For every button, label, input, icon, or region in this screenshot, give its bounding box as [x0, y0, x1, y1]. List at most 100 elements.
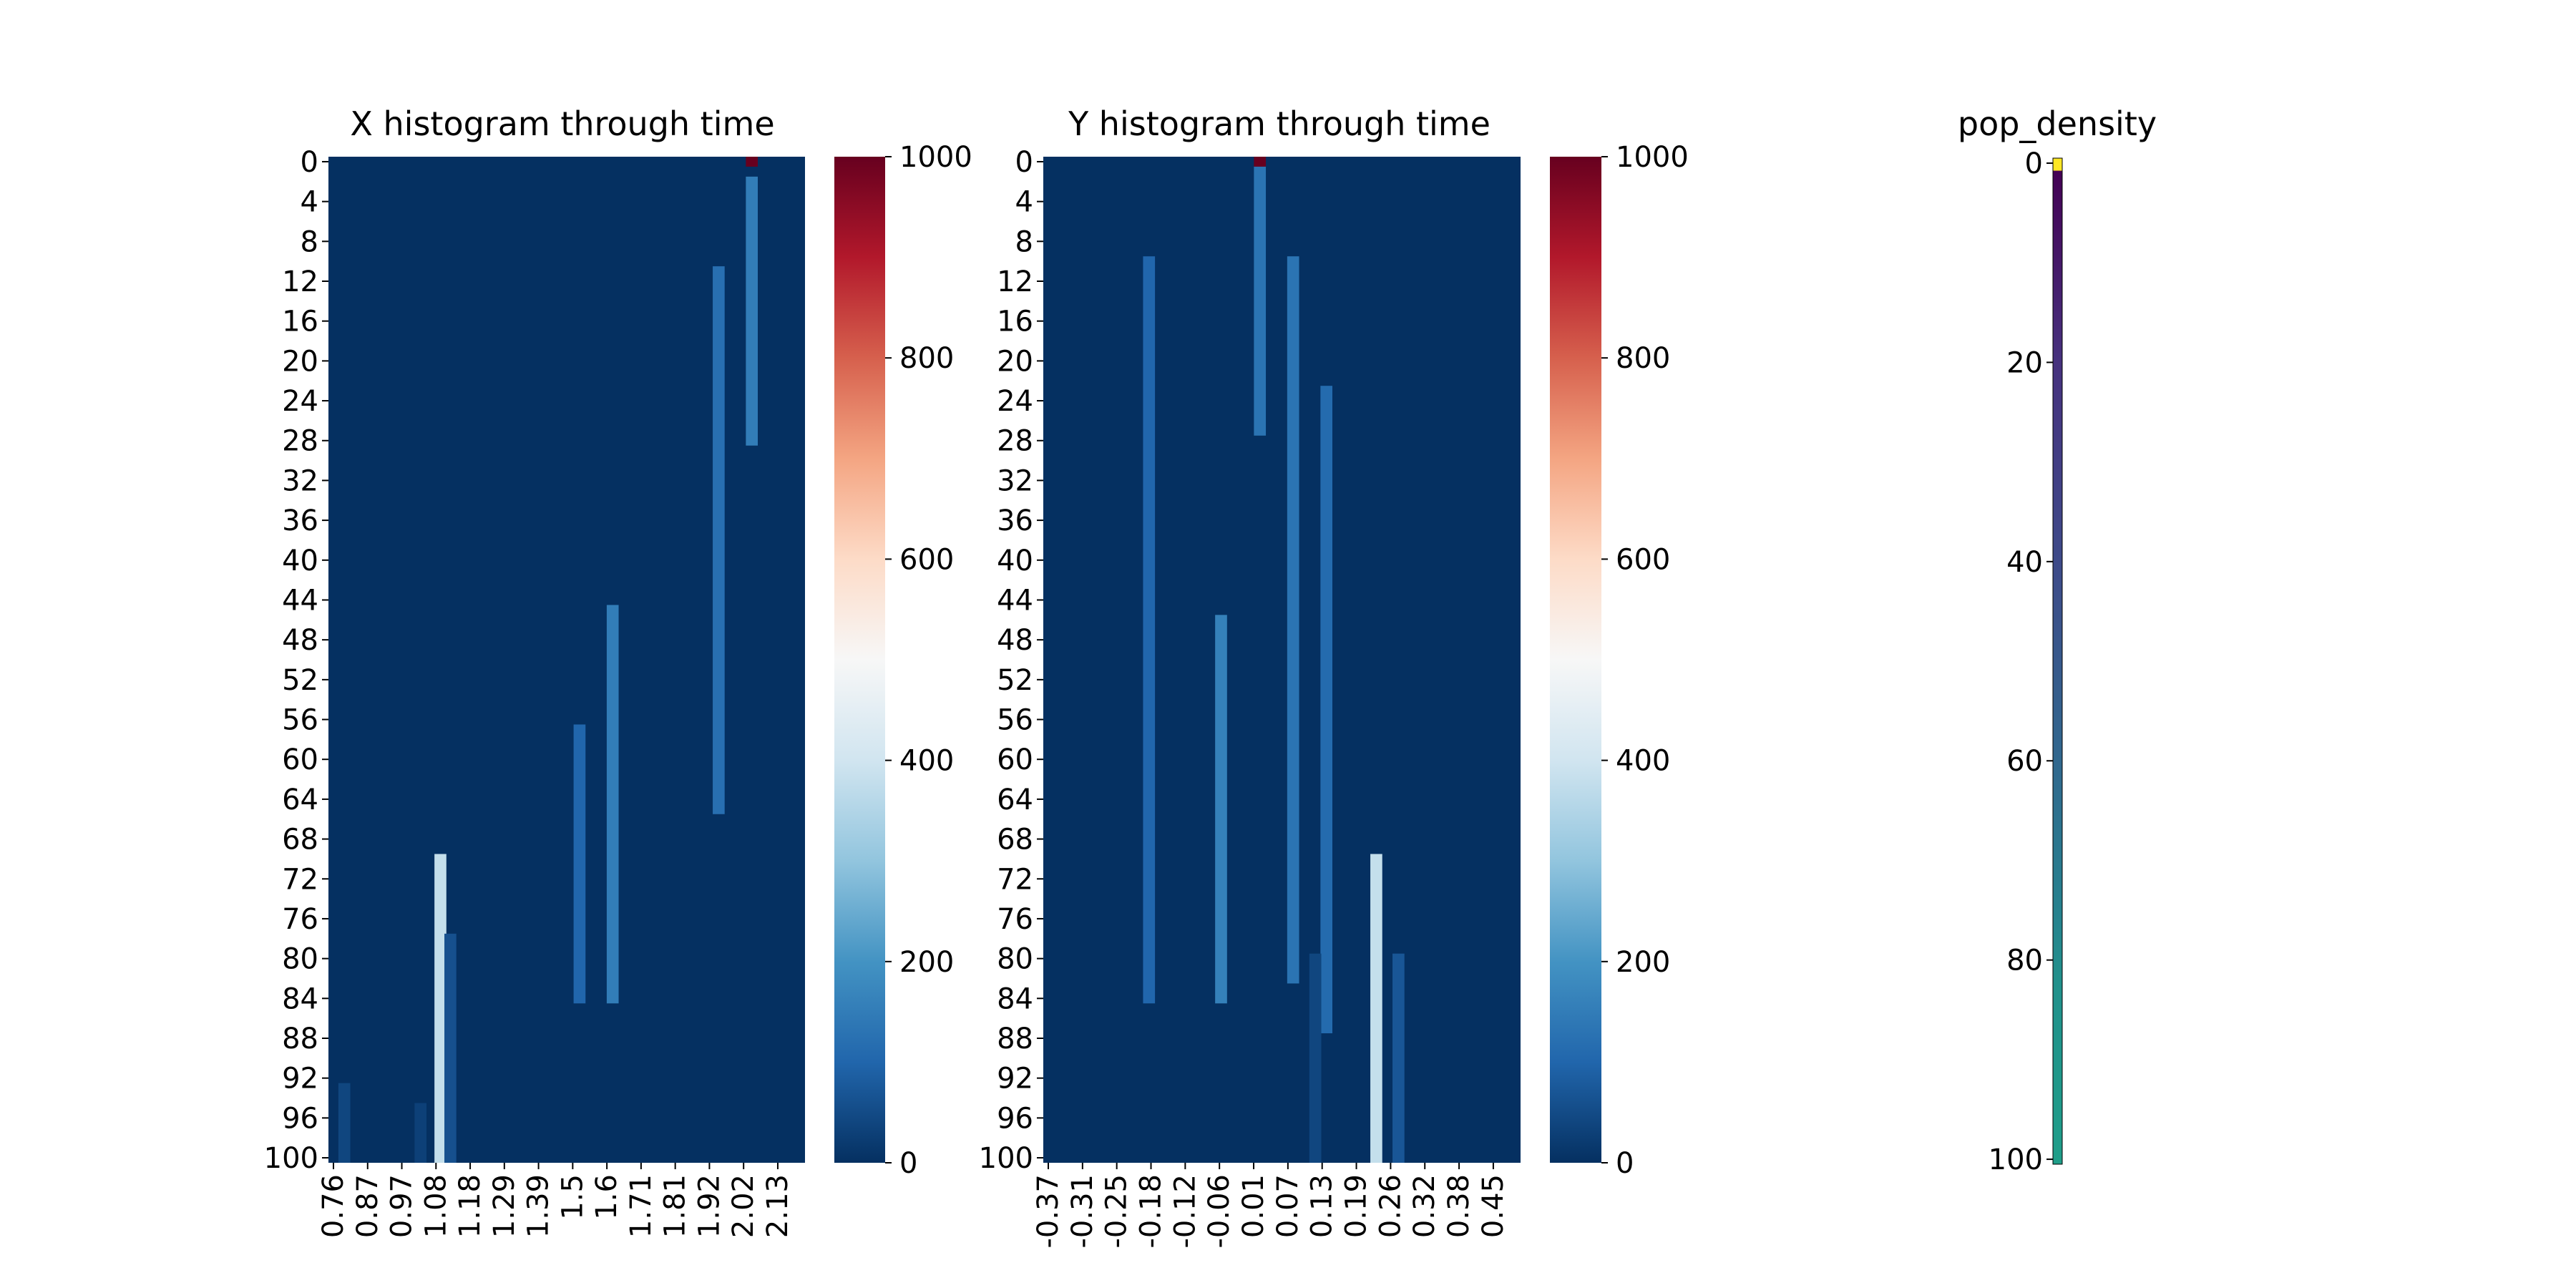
y-histogram-y-tick-label: 24: [997, 385, 1033, 418]
y-histogram-y-tick-label: 44: [997, 584, 1033, 617]
x-histogram-x-tick-label: 1.18: [454, 1174, 487, 1238]
y-histogram-colorbar-tick-label: 800: [1616, 342, 1670, 375]
x-histogram-x-tick-label: 1.81: [659, 1174, 692, 1238]
y-histogram-colorbar-tick-label: 200: [1616, 946, 1670, 979]
x-histogram-y-tick-label: 32: [282, 464, 318, 497]
y-histogram-x-tick-label: 0.26: [1374, 1174, 1407, 1238]
x-histogram-x-tick-label: 1.6: [590, 1174, 623, 1220]
x-histogram-band: [746, 157, 758, 167]
y-histogram-y-tick-label: 80: [997, 943, 1033, 976]
x-histogram-band: [338, 1083, 351, 1163]
x-histogram-colorbar-tick-label: 800: [899, 342, 954, 375]
y-histogram-background: [1043, 157, 1521, 1163]
y-histogram-x-tick-label: -0.12: [1169, 1174, 1201, 1249]
pop-density-title: pop_density: [1958, 104, 2157, 143]
x-histogram-y-tick-label: 24: [282, 385, 318, 418]
x-histogram-heatmap: [328, 157, 805, 1163]
x-histogram-colorbar-tick-label: 200: [899, 946, 954, 979]
y-histogram-x-tick-label: 0.13: [1306, 1174, 1339, 1238]
pop-density-y-tick-label: 20: [2006, 346, 2043, 379]
x-histogram-y-tick-label: 0: [301, 146, 318, 179]
x-histogram-title: X histogram through time: [350, 104, 774, 143]
y-histogram-y-tick-label: 56: [997, 704, 1033, 737]
y-histogram-y-tick-label: 92: [997, 1063, 1033, 1096]
y-histogram-colorbar-tick-label: 1000: [1616, 141, 1689, 174]
x-histogram-colorbar-ticks: 0 200 400 600 800 1000: [885, 141, 972, 1180]
x-histogram-y-tick-label: 20: [282, 345, 318, 378]
y-histogram-x-tick-label: 0.45: [1477, 1174, 1510, 1238]
y-histogram-band: [1370, 854, 1382, 1163]
x-histogram-y-tick-label: 44: [282, 584, 318, 617]
pop-density-y-ticks: 0 20 40 60 80 100: [1989, 147, 2053, 1176]
y-histogram-y-tick-label: 12: [997, 265, 1033, 298]
x-histogram-colorbar-tick-label: 1000: [899, 141, 972, 174]
x-histogram-band: [573, 724, 586, 1004]
y-histogram-x-tick-label: -0.18: [1135, 1174, 1168, 1249]
pop-density-strip: [2052, 157, 2063, 1165]
y-histogram-band: [1320, 386, 1333, 1034]
x-histogram-y-ticks: 0481216202428323640444852566064687276808…: [264, 146, 328, 1175]
x-histogram-y-tick-label: 80: [282, 943, 318, 976]
x-histogram-y-tick-label: 68: [282, 824, 318, 857]
x-histogram-x-tick-label: 0.76: [317, 1174, 350, 1238]
x-histogram-y-tick-label: 96: [282, 1102, 318, 1135]
x-histogram-y-tick-label: 48: [282, 624, 318, 657]
x-histogram-x-tick-label: 0.87: [351, 1174, 384, 1238]
y-histogram-panel: Y histogram through time 048121620242832…: [979, 104, 1689, 1249]
pop-density-y-tick-label: 0: [2025, 147, 2043, 180]
y-histogram-band: [1143, 256, 1156, 1004]
y-histogram-band: [1254, 157, 1267, 167]
x-histogram-y-tick-label: 100: [264, 1142, 318, 1175]
y-histogram-x-tick-label: 0.07: [1272, 1174, 1304, 1238]
x-histogram-band: [746, 176, 758, 446]
y-histogram-x-ticks: -0.37 -0.31 -0.25 -0.18 -0.12 -0.06 0.01 0.07 0.…: [1032, 1163, 1510, 1249]
y-histogram-y-tick-label: 64: [997, 784, 1033, 816]
y-histogram-y-tick-label: 84: [997, 982, 1033, 1015]
y-histogram-y-tick-label: 0: [1015, 146, 1033, 179]
y-histogram-y-tick-label: 48: [997, 624, 1033, 657]
y-histogram-y-tick-label: 68: [997, 824, 1033, 857]
y-histogram-y-ticks: 0481216202428323640444852566064687276808…: [979, 146, 1043, 1175]
x-histogram-y-tick-label: 64: [282, 784, 318, 816]
x-histogram-colorbar-tick-label: 600: [899, 543, 954, 576]
x-histogram-y-tick-label: 16: [282, 306, 318, 338]
x-histogram-y-tick-label: 12: [282, 265, 318, 298]
x-histogram-x-tick-label: 1.08: [419, 1174, 452, 1238]
x-histogram-x-tick-label: 1.5: [556, 1174, 589, 1220]
x-histogram-y-tick-label: 60: [282, 743, 318, 776]
y-histogram-band: [1254, 166, 1267, 436]
y-histogram-band: [1392, 953, 1405, 1163]
x-histogram-x-tick-label: 1.29: [488, 1174, 521, 1238]
x-histogram-x-tick-label: 1.71: [625, 1174, 658, 1238]
y-histogram-colorbar-tick-label: 400: [1616, 745, 1670, 778]
y-histogram-band: [1215, 615, 1227, 1004]
x-histogram-y-tick-label: 72: [282, 863, 318, 896]
y-histogram-y-tick-label: 16: [997, 306, 1033, 338]
y-histogram-y-tick-label: 100: [979, 1142, 1033, 1175]
x-histogram-y-tick-label: 56: [282, 704, 318, 737]
x-histogram-x-tick-label: 1.92: [693, 1174, 726, 1238]
y-histogram-y-tick-label: 52: [997, 664, 1033, 697]
x-histogram-band: [713, 266, 725, 814]
y-histogram-heatmap: [1043, 157, 1521, 1163]
x-histogram-background: [328, 157, 805, 1163]
y-histogram-colorbar-tick-label: 0: [1616, 1147, 1634, 1180]
y-histogram-y-tick-label: 60: [997, 743, 1033, 776]
x-histogram-y-tick-label: 4: [301, 186, 318, 219]
x-histogram-y-tick-label: 8: [301, 225, 318, 258]
y-histogram-colorbar-tick-label: 600: [1616, 543, 1670, 576]
y-histogram-x-tick-label: -0.06: [1203, 1174, 1236, 1249]
y-histogram-x-tick-label: -0.37: [1032, 1174, 1065, 1249]
y-histogram-x-tick-label: -0.31: [1066, 1174, 1099, 1249]
y-histogram-x-tick-label: 0.32: [1408, 1174, 1441, 1238]
y-histogram-title: Y histogram through time: [1068, 104, 1491, 143]
x-histogram-x-tick-label: 1.39: [522, 1174, 555, 1238]
x-histogram-x-tick-label: 2.13: [761, 1174, 794, 1238]
x-histogram-band: [414, 1103, 427, 1163]
x-histogram-band: [606, 605, 619, 1004]
y-histogram-y-tick-label: 76: [997, 903, 1033, 936]
y-histogram-y-tick-label: 4: [1015, 186, 1033, 219]
pop-density-y-tick-label: 60: [2006, 745, 2043, 778]
y-histogram-y-tick-label: 36: [997, 504, 1033, 537]
